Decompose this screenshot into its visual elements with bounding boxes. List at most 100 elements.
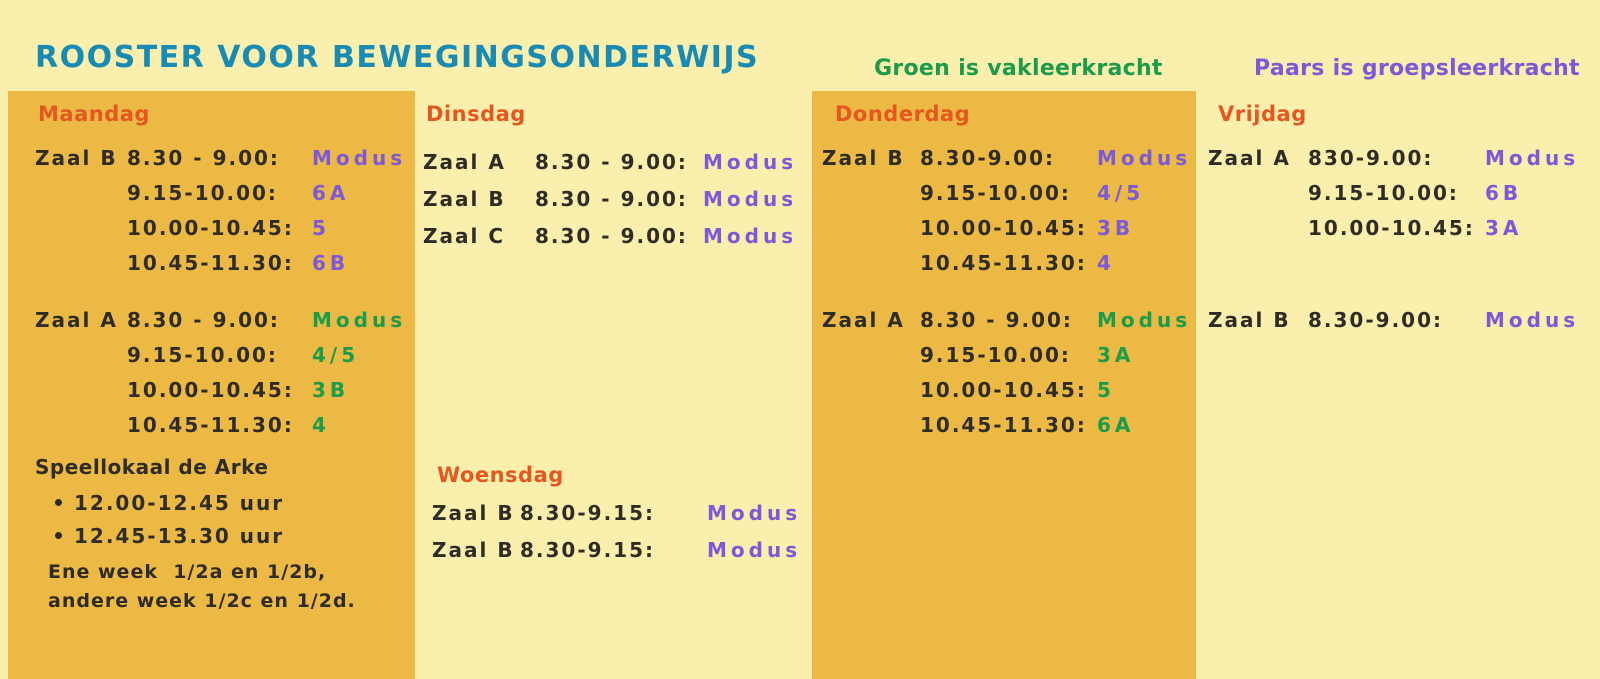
time-slot: 8.30 - 9.00: [127,307,280,332]
time-slot: 9.15-10.00: [127,180,278,205]
class-group: 6A [1097,412,1135,437]
class-group: Modus [1097,307,1192,332]
class-group: 6A [312,180,350,205]
room-label: Zaal A [822,307,905,332]
speellokaal-title: Speellokaal de Arke [35,455,269,479]
woensdag-section: Woensdag Zaal B 8.30-9.15: Modus Zaal B … [423,463,803,568]
time-slot: 10.00-10.45: [920,377,1087,402]
time-slot: 8.30-9.00: [920,145,1055,170]
time-slot: 8.30 - 9.00: [920,307,1073,332]
room-label: Zaal B [432,537,515,562]
class-group: 5 [1097,377,1115,402]
time-slot: 10.00-10.45: [920,215,1087,240]
schedule-row: 10.00-10.45: 5 [35,210,410,245]
time-slot: 9.15-10.00: [920,342,1071,367]
bullet-row: 12.00-12.45 uur [35,486,410,519]
speellokaal-bullets: 12.00-12.45 uur 12.45-13.30 uur [35,486,410,552]
class-group: 4 [1097,250,1115,275]
schedule-row: Zaal A 830-9.00: Modus [1208,140,1594,175]
maandag-column-background [8,91,415,679]
legend-groepsleerkracht: Paars is groepsleerkracht [1254,56,1580,81]
day-header-woensdag: Woensdag [437,463,564,487]
schedule-row: Zaal B 8.30 - 9.00: Modus [423,180,803,217]
schedule-row: Zaal B 8.30-9.00: Modus [822,140,1192,175]
time-slot: 8.30-9.15: [520,500,655,525]
day-header-dinsdag: Dinsdag [426,102,526,126]
schedule-row: Zaal C 8.30 - 9.00: Modus [423,217,803,254]
time-slot: 10.45-11.30: [920,412,1087,437]
bullet-icon [55,532,62,539]
schedule-row: 10.00-10.45: 3B [35,372,410,407]
class-group: 3A [1485,215,1523,240]
dinsdag-column: Dinsdag Zaal A 8.30 - 9.00: Modus Zaal B… [423,91,803,568]
schedule-row: Zaal B 8.30-9.15: Modus [432,494,803,531]
room-label: Zaal B [432,500,515,525]
schedule-row: Zaal B 8.30-9.00: Modus [1208,302,1594,337]
schedule-row: 10.45-11.30: 4 [822,245,1192,280]
schedule-row: Zaal A 8.30 - 9.00: Modus [822,302,1192,337]
time-slot: 9.15-10.00: [920,180,1071,205]
donderdag-column-background [812,91,1196,679]
class-group: 3B [1097,215,1135,240]
time-slot: 9.15-10.00: [1308,180,1459,205]
schedule-row: 9.15-10.00: 4/5 [822,175,1192,210]
vrijdag-column: Vrijdag Zaal A 830-9.00: Modus 9.15-10.0… [1208,91,1594,337]
room-label: Zaal A [423,149,506,174]
class-group: Modus [707,537,802,562]
class-group: 5 [312,215,330,240]
schedule-row: 9.15-10.00: 3A [822,337,1192,372]
schedule-row: Zaal B 8.30-9.15: Modus [432,531,803,568]
note-line: andere week 1/2c en 1/2d. [48,590,356,612]
donderdag-zaal-a-block: Zaal A 8.30 - 9.00: Modus 9.15-10.00: 3A… [822,302,1192,442]
class-group: Modus [707,500,802,525]
time-slot: 8.30-9.15: [520,537,655,562]
time-slot: 10.45-11.30: [920,250,1087,275]
time-slot: 10.00-10.45: [127,377,294,402]
time-slot: 10.45-11.30: [127,412,294,437]
bullet-icon [55,499,62,506]
donderdag-zaal-b-block: Zaal B 8.30-9.00: Modus 9.15-10.00: 4/5 … [822,140,1192,280]
schedule-row: 10.45-11.30: 6A [822,407,1192,442]
vrijdag-zaal-a-block: Zaal A 830-9.00: Modus 9.15-10.00: 6B 10… [1208,140,1594,245]
room-label: Zaal A [1208,145,1291,170]
class-group: 4/5 [312,342,360,367]
maandag-zaal-b-block: Zaal B 8.30 - 9.00: Modus 9.15-10.00: 6A… [35,140,410,280]
vrijdag-zaal-b-block: Zaal B 8.30-9.00: Modus [1208,302,1594,337]
class-group: 4 [312,412,330,437]
time-slot: 8.30 - 9.00: [535,186,688,211]
note-line: Ene week 1/2a en 1/2b, [48,561,327,583]
donderdag-column: Donderdag Zaal B 8.30-9.00: Modus 9.15-1… [822,91,1192,442]
room-label: Zaal A [35,307,118,332]
bullet-row: 12.45-13.30 uur [35,519,410,552]
time-slot: 8.30-9.00: [1308,307,1443,332]
legend-vakleerkracht: Groen is vakleerkracht [874,56,1163,81]
schedule-row: 9.15-10.00: 4/5 [35,337,410,372]
class-group: Modus [703,149,798,174]
speellokaal-section: Speellokaal de Arke 12.00-12.45 uur 12.4… [35,454,410,616]
class-group: 4/5 [1097,180,1145,205]
room-label: Zaal B [423,186,506,211]
room-label: Zaal B [1208,307,1291,332]
schedule-row: Zaal A 8.30 - 9.00: Modus [423,143,803,180]
time-slot: 10.00-10.45: [127,215,294,240]
time-slot: 10.45-11.30: [127,250,294,275]
schedule-row: Zaal B 8.30 - 9.00: Modus [35,140,410,175]
day-header-vrijdag: Vrijdag [1218,102,1307,126]
speellokaal-notes: Ene week 1/2a en 1/2b, andere week 1/2c … [35,558,410,616]
time-slot: 9.15-10.00: [127,342,278,367]
day-header-donderdag: Donderdag [835,102,971,126]
time-slot: 10.00-10.45: [1308,215,1475,240]
schedule-row: 9.15-10.00: 6A [35,175,410,210]
schedule-row: 10.00-10.45: 3B [822,210,1192,245]
time-slot: 830-9.00: [1308,145,1434,170]
bullet-text: 12.45-13.30 uur [74,523,285,548]
dinsdag-rows-block: Zaal A 8.30 - 9.00: Modus Zaal B 8.30 - … [423,143,803,254]
schedule-row: 10.00-10.45: 5 [822,372,1192,407]
day-header-maandag: Maandag [38,102,150,126]
maandag-column: Maandag Zaal B 8.30 - 9.00: Modus 9.15-1… [35,91,410,616]
maandag-zaal-a-block: Zaal A 8.30 - 9.00: Modus 9.15-10.00: 4/… [35,302,410,442]
class-group: 3A [1097,342,1135,367]
time-slot: 8.30 - 9.00: [127,145,280,170]
schedule-row: 10.45-11.30: 4 [35,407,410,442]
room-label: Zaal B [35,145,118,170]
